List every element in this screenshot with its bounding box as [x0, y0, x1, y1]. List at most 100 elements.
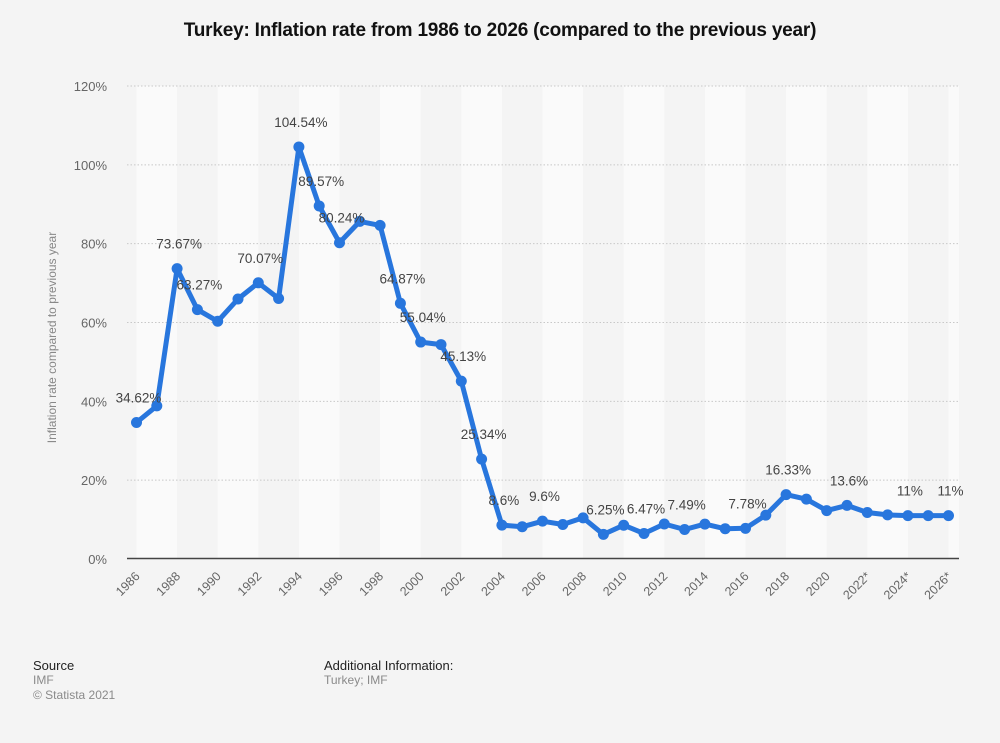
data-point — [273, 292, 285, 304]
data-labels: 34.62% 73.67% 63.27% 70.07% 104.54% 89.57% 80.… — [116, 115, 964, 517]
data-label: 9.6% — [529, 489, 560, 504]
data-label: 64.87% — [380, 271, 426, 286]
data-point — [658, 518, 670, 530]
x-tick-label: 2002 — [438, 569, 468, 599]
data-point — [882, 509, 894, 521]
data-label: 104.54% — [274, 115, 327, 130]
x-tick-label: 1992 — [235, 569, 265, 599]
x-tick-label: 2000 — [397, 569, 427, 599]
source-heading: Source — [33, 658, 75, 673]
data-point — [516, 521, 528, 533]
x-tick-label: 1990 — [194, 569, 224, 599]
data-point — [171, 263, 183, 275]
x-tick-label: 2018 — [763, 569, 793, 599]
data-point — [902, 510, 914, 522]
data-point — [740, 522, 751, 534]
data-point — [334, 237, 345, 249]
data-point — [435, 339, 447, 351]
x-tick-label: 1996 — [316, 569, 346, 599]
data-point — [212, 315, 224, 327]
data-point — [151, 400, 163, 412]
x-tick-label: 1988 — [154, 569, 184, 599]
chart-title: Turkey: Inflation rate from 1986 to 2026… — [183, 20, 817, 41]
x-tick-label: 2014 — [681, 569, 711, 599]
x-tick-label: 2010 — [600, 569, 630, 599]
data-label: 6.47% — [627, 501, 665, 516]
data-label: 7.78% — [728, 496, 766, 511]
data-point — [313, 200, 325, 212]
data-point — [821, 505, 833, 517]
data-label: 63.27% — [177, 278, 223, 293]
data-point — [354, 215, 366, 227]
data-point — [252, 277, 264, 289]
data-point — [638, 527, 650, 539]
x-tick-label: 2004 — [478, 569, 508, 599]
data-label: 45.13% — [440, 349, 486, 364]
y-tick-label: 60% — [81, 316, 107, 331]
copyright: © Statista 2021 — [33, 688, 116, 702]
data-label: 16.33% — [765, 463, 811, 478]
data-point — [699, 518, 711, 530]
data-point — [537, 515, 548, 527]
series-inflation-rate — [131, 141, 954, 540]
x-tick-label: 1994 — [275, 569, 305, 599]
data-point — [455, 375, 467, 387]
additional-info-value: Turkey; IMF — [324, 673, 388, 687]
data-point — [719, 523, 731, 535]
y-axis-ticks: 0% 20% 40% 60% 80% 100% 120% — [74, 79, 108, 567]
data-point — [943, 510, 954, 522]
data-label: 80.24% — [319, 211, 365, 226]
x-tick-label: 1998 — [357, 569, 387, 599]
data-point — [394, 297, 406, 309]
data-point — [232, 293, 244, 305]
data-label: 7.49% — [667, 497, 705, 512]
y-tick-label: 40% — [81, 394, 107, 409]
data-point — [861, 506, 873, 518]
data-point — [557, 518, 569, 530]
y-tick-label: 120% — [74, 79, 108, 94]
data-point — [191, 304, 203, 316]
data-point — [800, 493, 812, 505]
data-label: 70.07% — [237, 251, 283, 266]
x-tick-label: 2026* — [922, 569, 955, 602]
data-point — [597, 528, 609, 540]
x-tick-label: 2012 — [641, 569, 671, 599]
x-tick-label: 1986 — [113, 569, 143, 599]
x-tick-label: 2006 — [519, 569, 549, 599]
y-axis-title: Inflation rate compared to previous year — [45, 232, 59, 443]
data-point — [476, 453, 488, 465]
data-point — [131, 417, 142, 429]
y-tick-label: 80% — [81, 237, 107, 252]
gridlines — [127, 85, 959, 481]
data-point — [577, 512, 589, 524]
source-value: IMF — [33, 673, 54, 687]
data-label: 11% — [897, 484, 923, 499]
data-label: 34.62% — [116, 391, 162, 406]
data-label: 11% — [937, 484, 963, 499]
data-point — [922, 510, 934, 522]
data-point — [293, 141, 305, 153]
data-label: 55.04% — [400, 310, 446, 325]
data-point — [780, 489, 792, 501]
x-tick-label: 2024* — [881, 569, 914, 602]
y-tick-label: 100% — [74, 158, 108, 173]
column-band — [542, 86, 584, 559]
additional-info-heading: Additional Information: — [324, 658, 454, 673]
data-point — [374, 219, 386, 231]
data-point — [760, 509, 772, 521]
additional-info-block: Additional Information: Turkey; IMF — [324, 658, 453, 688]
data-label: 6.25% — [586, 502, 624, 517]
data-label: 25.34% — [461, 427, 507, 442]
y-tick-label: 20% — [81, 473, 107, 488]
data-point — [618, 519, 630, 531]
column-band — [704, 86, 746, 559]
data-point — [841, 499, 853, 511]
data-point — [415, 336, 427, 348]
x-tick-label: 2020 — [803, 569, 833, 599]
data-label: 73.67% — [156, 237, 202, 252]
y-tick-label: 0% — [88, 552, 107, 567]
data-label: 8.6% — [489, 493, 520, 508]
column-band — [217, 86, 259, 559]
data-point — [496, 519, 508, 531]
